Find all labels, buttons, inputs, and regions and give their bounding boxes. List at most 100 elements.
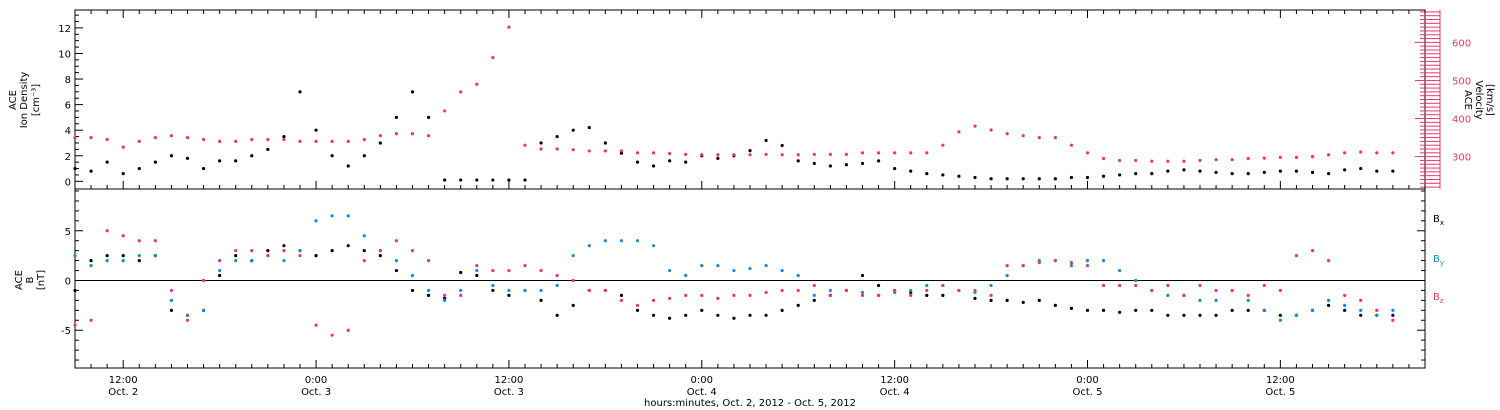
data-point <box>185 156 190 160</box>
data-point <box>748 313 752 317</box>
data-point <box>571 254 575 258</box>
data-point <box>1166 159 1170 163</box>
data-point <box>539 141 543 145</box>
data-point <box>346 328 350 332</box>
y-tick-label: -5 <box>61 326 71 337</box>
data-point <box>491 268 495 273</box>
data-point <box>555 134 559 139</box>
data-point <box>330 214 334 218</box>
data-point <box>1150 308 1154 312</box>
data-point <box>1278 169 1282 173</box>
data-point <box>1326 259 1331 263</box>
data-point <box>298 90 302 94</box>
x-tick-date: Oct. 2 <box>108 387 138 398</box>
data-point <box>716 156 720 160</box>
data-point <box>1246 172 1250 176</box>
data-point <box>1134 172 1138 176</box>
data-point <box>507 268 511 273</box>
data-point <box>89 135 93 140</box>
data-point <box>266 147 270 151</box>
data-point <box>1085 175 1090 180</box>
data-point <box>298 249 302 253</box>
data-point <box>1343 151 1347 155</box>
data-point <box>1053 135 1057 140</box>
data-point <box>1375 313 1379 317</box>
data-point <box>330 333 334 337</box>
data-point <box>812 293 816 298</box>
data-point <box>1037 135 1041 140</box>
data-point <box>250 137 254 142</box>
data-point <box>362 234 366 238</box>
y-tick-label: 0 <box>65 177 71 188</box>
data-point <box>1198 169 1202 173</box>
data-point <box>651 164 656 168</box>
data-point <box>571 128 575 132</box>
data-point <box>973 296 977 300</box>
data-point <box>957 130 961 134</box>
bottom-y-axis: -5 0 5 <box>61 190 1425 361</box>
data-point <box>507 288 511 293</box>
data-point <box>1262 156 1266 160</box>
data-point <box>700 293 704 298</box>
data-point <box>250 249 254 253</box>
data-point <box>410 249 415 253</box>
data-point <box>153 254 157 258</box>
data-point <box>571 278 575 283</box>
data-point <box>973 288 977 293</box>
data-point <box>893 288 897 293</box>
data-point <box>635 160 640 164</box>
data-point <box>732 293 736 298</box>
data-point <box>796 288 800 293</box>
data-point <box>250 154 254 158</box>
bottom-panel-points <box>73 214 1395 337</box>
data-point <box>989 128 993 132</box>
x-tick-label: 12:00 <box>495 375 524 386</box>
data-point <box>651 298 656 302</box>
data-point <box>1230 158 1234 162</box>
data-point <box>1005 298 1009 302</box>
data-point <box>282 137 286 142</box>
data-point <box>1053 303 1057 307</box>
data-point <box>1310 249 1315 253</box>
data-point <box>876 159 881 163</box>
data-point <box>426 115 431 119</box>
data-point <box>1391 318 1395 322</box>
data-point <box>603 141 607 145</box>
data-point <box>1359 313 1363 317</box>
data-point <box>844 163 849 167</box>
data-point <box>1069 175 1074 180</box>
data-point <box>218 139 222 143</box>
data-point <box>635 308 640 312</box>
data-point <box>700 153 704 157</box>
data-point <box>587 288 591 293</box>
data-point <box>201 278 206 283</box>
data-point <box>378 254 382 258</box>
data-point <box>1278 313 1282 317</box>
data-point <box>1166 283 1170 288</box>
data-point <box>1037 260 1041 265</box>
data-point <box>153 135 157 140</box>
data-point <box>1278 288 1282 293</box>
x-tick-date: Oct. 3 <box>494 387 524 398</box>
data-point <box>539 147 543 151</box>
data-point <box>1101 174 1106 178</box>
data-point <box>1085 308 1090 312</box>
data-point <box>234 249 238 253</box>
data-point <box>1166 313 1170 317</box>
data-point <box>73 135 77 140</box>
y-right-tick-label: 400 <box>1452 115 1471 126</box>
data-point <box>764 290 768 295</box>
data-point <box>957 174 961 178</box>
data-point <box>1326 172 1331 176</box>
data-point <box>1343 168 1347 172</box>
data-point <box>362 259 366 263</box>
data-point <box>876 293 881 298</box>
data-point <box>121 234 125 238</box>
data-point <box>989 293 993 298</box>
data-point <box>73 166 77 171</box>
data-point <box>893 151 897 155</box>
top-right-y-axis: 300 400 500 600 <box>1415 10 1471 189</box>
data-point <box>812 283 816 288</box>
data-point <box>169 298 174 302</box>
